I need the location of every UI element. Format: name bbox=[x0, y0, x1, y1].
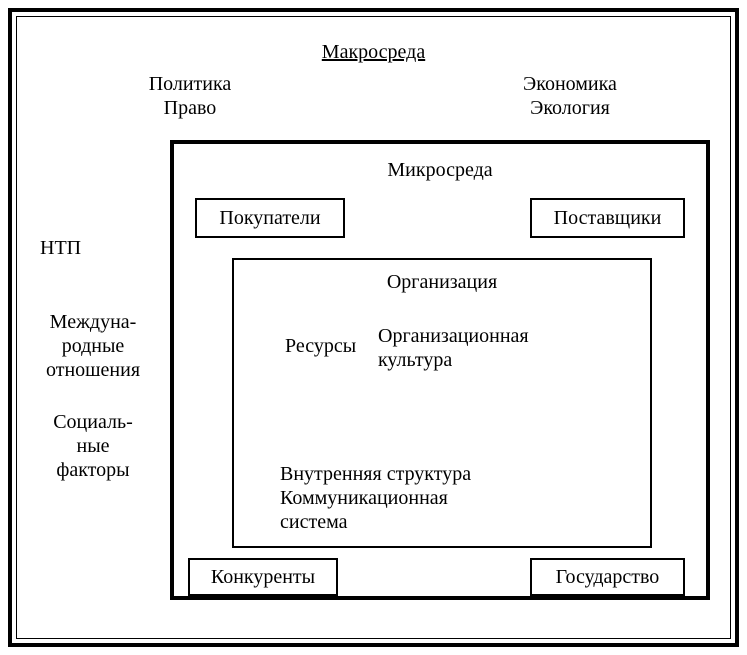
title-macro: Макросреда bbox=[0, 40, 747, 64]
competitors-label: Конкуренты bbox=[188, 565, 338, 589]
buyers-label: Покупатели bbox=[195, 206, 345, 230]
macro-top-right-1: Экономика bbox=[470, 72, 670, 96]
macro-left-ntp: НТП bbox=[40, 236, 81, 260]
suppliers-label: Поставщики bbox=[530, 206, 685, 230]
org-comm: Коммуникационная система bbox=[280, 486, 448, 534]
micro-title: Микросреда bbox=[170, 158, 710, 182]
diagram-canvas: Макросреда Политика Право Экономика Экол… bbox=[0, 0, 747, 655]
org-culture: Организационная культура bbox=[378, 324, 529, 372]
org-resources: Ресурсы bbox=[285, 334, 356, 358]
macro-top-right-2: Экология bbox=[470, 96, 670, 120]
macro-top-left-1: Политика bbox=[90, 72, 290, 96]
macro-top-left-2: Право bbox=[90, 96, 290, 120]
state-label: Государство bbox=[530, 565, 685, 589]
org-struct: Внутренняя структура bbox=[280, 462, 471, 486]
org-title: Организация bbox=[232, 270, 652, 294]
macro-left-social: Социаль- ные факторы bbox=[28, 410, 158, 482]
macro-left-intl: Междуна- родные отношения bbox=[28, 310, 158, 382]
